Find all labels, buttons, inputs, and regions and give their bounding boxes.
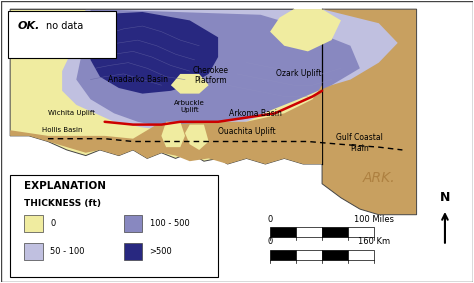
Bar [270, 250, 296, 260]
Bar [124, 215, 143, 231]
Text: 100 Miles: 100 Miles [354, 215, 394, 224]
Bar [322, 228, 348, 237]
Text: THICKNESS (ft): THICKNESS (ft) [24, 199, 101, 208]
Text: no data: no data [46, 21, 83, 31]
Text: EXPLANATION: EXPLANATION [24, 181, 106, 191]
Text: ARK.: ARK. [363, 171, 395, 185]
Polygon shape [171, 74, 209, 94]
Bar [296, 250, 322, 260]
Polygon shape [91, 12, 218, 94]
Text: Wichita Uplift: Wichita Uplift [48, 110, 95, 116]
Polygon shape [185, 125, 209, 150]
Text: Ouachita Uplift: Ouachita Uplift [218, 127, 275, 136]
Text: Ozark Uplift: Ozark Uplift [276, 69, 321, 78]
Text: Anadarko Basin: Anadarko Basin [108, 75, 168, 84]
Text: 160 Km: 160 Km [358, 237, 390, 246]
Bar [270, 228, 296, 237]
Text: 50 - 100: 50 - 100 [50, 247, 85, 256]
Bar [348, 228, 374, 237]
Text: >500: >500 [150, 247, 173, 256]
Bar [296, 228, 322, 237]
Text: Arkoma Basin: Arkoma Basin [229, 109, 283, 118]
FancyBboxPatch shape [8, 10, 117, 58]
Bar [348, 250, 374, 260]
Text: 0: 0 [50, 219, 55, 228]
Text: OK.: OK. [17, 21, 40, 31]
Text: 100 - 500: 100 - 500 [150, 219, 189, 228]
Bar [24, 243, 43, 260]
Polygon shape [10, 9, 322, 164]
Bar [24, 215, 43, 231]
Polygon shape [10, 85, 322, 164]
Text: Gulf Coastal
Plain: Gulf Coastal Plain [337, 133, 383, 153]
Bar [10, 175, 218, 277]
Text: Arbuckle
Uplift: Arbuckle Uplift [174, 100, 205, 113]
Text: N: N [440, 191, 450, 204]
Polygon shape [161, 122, 185, 147]
Text: 0: 0 [267, 237, 273, 246]
Text: 0: 0 [267, 215, 273, 224]
Polygon shape [62, 9, 398, 130]
Text: Hollis Basin: Hollis Basin [42, 127, 82, 133]
Polygon shape [322, 9, 417, 215]
Bar [322, 250, 348, 260]
Polygon shape [76, 9, 360, 127]
Polygon shape [270, 9, 341, 52]
Text: Cherokee
Platform: Cherokee Platform [193, 66, 229, 85]
Bar [124, 243, 143, 260]
